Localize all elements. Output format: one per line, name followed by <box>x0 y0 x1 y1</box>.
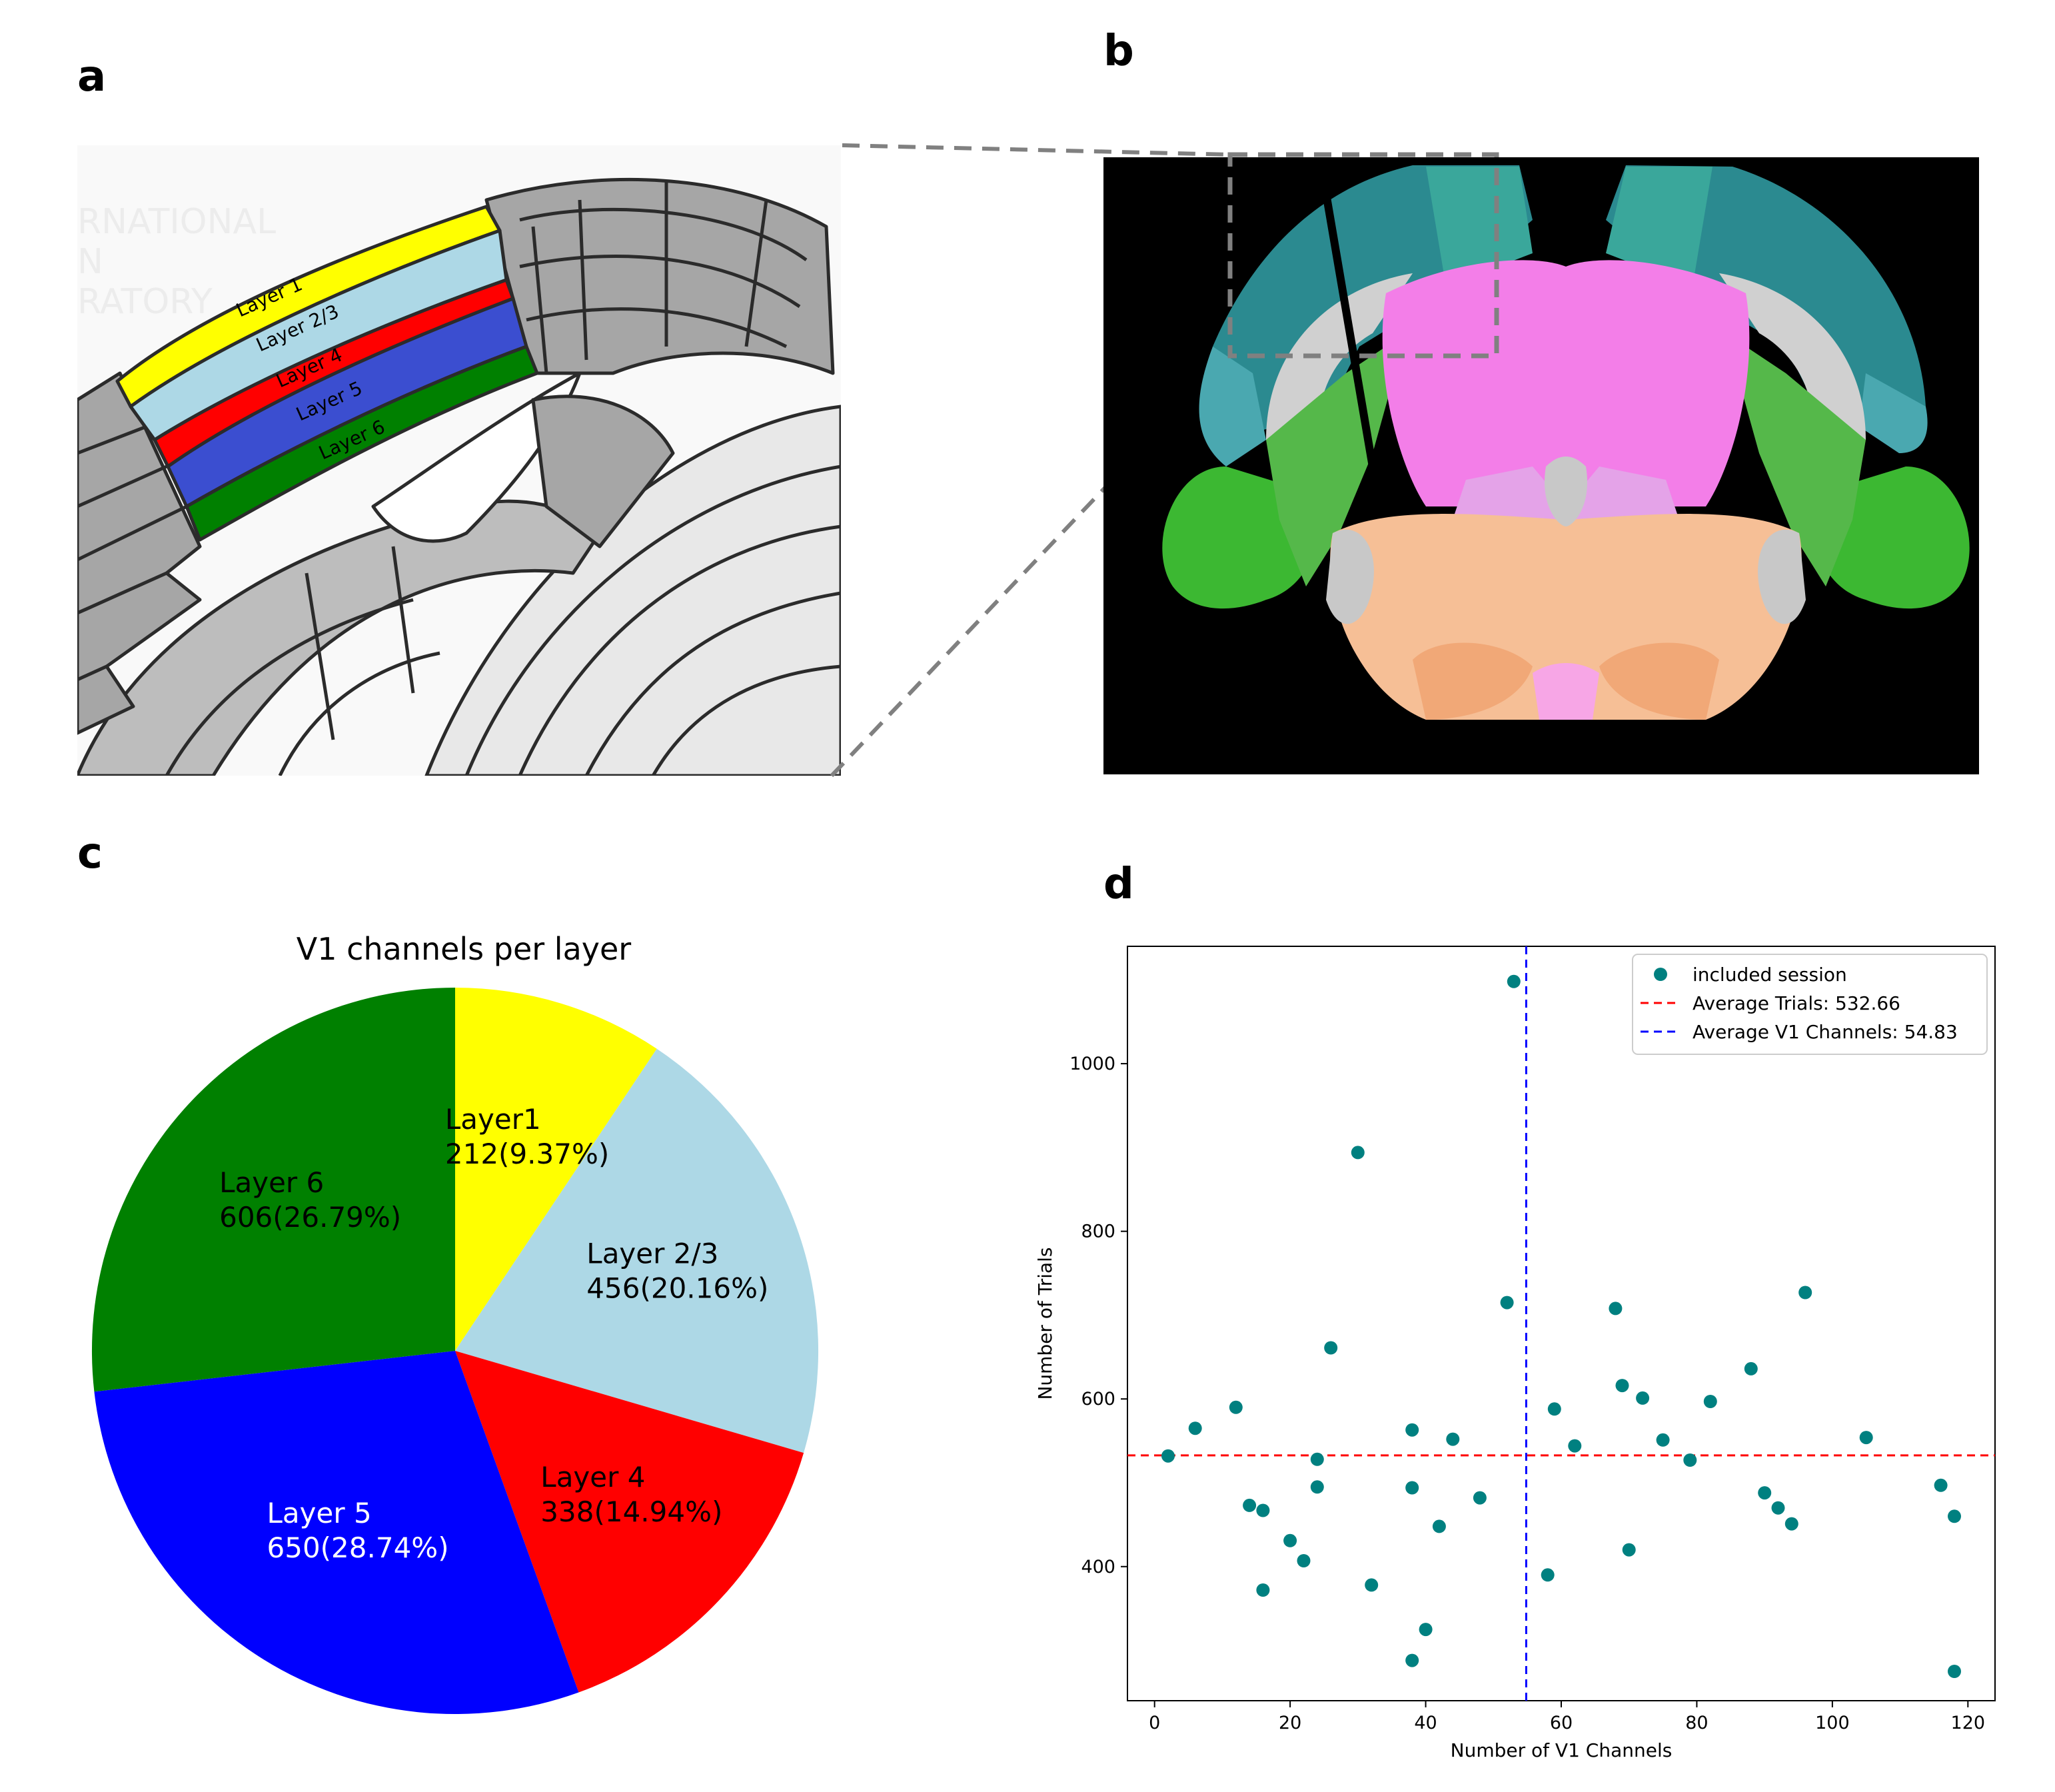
scatter-point <box>1784 1517 1798 1531</box>
svg-text:RATORY: RATORY <box>77 282 213 322</box>
scatter-point <box>1507 974 1521 988</box>
panel-letter-a: a <box>77 52 107 101</box>
pie-label-layer-5: Layer 5 <box>267 1497 372 1529</box>
pie-slice-layer-6 <box>91 988 455 1392</box>
pie-title: V1 channels per layer <box>297 931 631 967</box>
scatter-point <box>1683 1453 1697 1467</box>
x-tick-label: 20 <box>1279 1713 1301 1733</box>
y-tick-label: 1000 <box>1069 1054 1115 1074</box>
scatter-point <box>1446 1432 1460 1446</box>
pie-label-layer-2-3: Layer 2/3 <box>586 1237 718 1270</box>
scatter-point <box>1948 1665 1961 1678</box>
pie-value-layer-4: 338(14.94%) <box>540 1495 722 1528</box>
x-axis-label: Number of V1 Channels <box>1451 1739 1673 1761</box>
legend-marker-included-session <box>1654 968 1667 981</box>
x-tick-label: 60 <box>1550 1713 1573 1733</box>
pie-slice-layer-2-3 <box>455 1048 819 1453</box>
scatter-point <box>1351 1146 1365 1160</box>
scatter-point <box>1297 1554 1311 1567</box>
scatter-point <box>1419 1623 1433 1637</box>
scatter-point <box>1622 1543 1636 1557</box>
scatter-point <box>1500 1296 1514 1310</box>
pie-label-layer-6: Layer 6 <box>219 1166 324 1199</box>
scatter-point <box>1405 1423 1419 1437</box>
legend: included session Average Trials: 532.66 … <box>1632 954 1988 1055</box>
scatter-point <box>1758 1486 1772 1500</box>
scatter-point <box>1256 1503 1270 1517</box>
x-tick-label: 0 <box>1149 1713 1160 1733</box>
scatter-point <box>1615 1379 1629 1393</box>
scatter-point <box>1636 1391 1650 1405</box>
scatter-point <box>1161 1449 1175 1463</box>
legend-box <box>1632 954 1988 1055</box>
y-tick-label: 800 <box>1081 1222 1115 1242</box>
scatter-point <box>1934 1478 1948 1492</box>
scatter-point <box>1243 1498 1257 1512</box>
pie-label-layer-4: Layer 4 <box>540 1461 645 1493</box>
pie-slice-layer-4 <box>455 1351 804 1693</box>
panel-a-schematic: RNATIONAL N RATORY <box>77 145 841 776</box>
scatter-point <box>1188 1421 1202 1435</box>
panel-letter-c: c <box>77 829 103 878</box>
panel-letter-b: b <box>1103 27 1134 76</box>
scatter-point <box>1798 1286 1812 1300</box>
panel-b-atlas <box>1103 152 1979 774</box>
scatter-point <box>1365 1578 1379 1592</box>
plot-area <box>1127 946 1996 1701</box>
scatter-point <box>1432 1519 1446 1533</box>
scatter-point <box>1283 1533 1297 1547</box>
scatter-point <box>1547 1402 1561 1416</box>
x-tick-label: 40 <box>1414 1713 1437 1733</box>
scatter-point <box>1541 1568 1555 1582</box>
y-axis-label: Number of Trials <box>1034 1247 1056 1399</box>
electrode-track <box>1322 192 1378 476</box>
panel-letter-d: d <box>1103 860 1134 909</box>
scatter-point <box>1948 1509 1961 1523</box>
scatter-point <box>1324 1341 1338 1355</box>
pie-label-layer1: Layer1 <box>445 1103 541 1136</box>
scatter-point <box>1310 1452 1324 1466</box>
layer-6-band <box>185 345 539 542</box>
scatter-point <box>1771 1501 1785 1515</box>
pie-value-layer1: 212(9.37%) <box>445 1138 609 1170</box>
scatter-point <box>1229 1400 1243 1414</box>
pie-value-layer-6: 606(26.79%) <box>219 1201 401 1234</box>
scatter-point <box>1703 1395 1717 1408</box>
watermark: RNATIONAL N RATORY <box>77 202 276 322</box>
scatter-point <box>1568 1439 1582 1453</box>
x-tick-label: 120 <box>1951 1713 1986 1733</box>
legend-label-included-session: included session <box>1693 964 1847 986</box>
y-tick-label: 400 <box>1081 1557 1115 1577</box>
legend-label-average-trials: Average Trials: 532.66 <box>1693 992 1900 1014</box>
pie-slice-layer1 <box>455 988 657 1351</box>
scatter-point <box>1859 1431 1873 1445</box>
pie-slice-layer-5 <box>94 1351 579 1715</box>
scatter-point <box>1656 1433 1670 1447</box>
scatter-point <box>1405 1653 1419 1667</box>
scatter-point <box>1256 1583 1270 1597</box>
scatter-point <box>1744 1361 1758 1375</box>
x-tick-label: 80 <box>1685 1713 1708 1733</box>
legend-label-average-channels: Average V1 Channels: 54.83 <box>1693 1021 1958 1043</box>
x-tick-label: 100 <box>1815 1713 1850 1733</box>
scatter-chart: 0 20 40 60 80 100 120 400 600 800 1000 Number of V… <box>1034 946 1996 1761</box>
pie-value-layer-5: 650(28.74%) <box>267 1531 449 1564</box>
scatter-point <box>1473 1491 1487 1505</box>
y-tick-label: 600 <box>1081 1389 1115 1409</box>
svg-text:N: N <box>77 242 103 282</box>
svg-text:RNATIONAL: RNATIONAL <box>77 202 276 242</box>
scatter-point <box>1609 1302 1623 1316</box>
scatter-point <box>1405 1481 1419 1495</box>
scatter-point <box>1310 1480 1324 1494</box>
pie-value-layer-2-3: 456(20.16%) <box>586 1272 768 1304</box>
zoom-box <box>1227 152 1499 359</box>
